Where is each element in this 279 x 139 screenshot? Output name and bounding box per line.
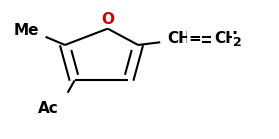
Text: CH: CH [214, 31, 238, 46]
Text: =: = [188, 31, 201, 46]
Text: Me: Me [13, 23, 39, 38]
Text: Ac: Ac [38, 101, 59, 116]
Text: 2: 2 [234, 36, 242, 49]
Text: O: O [101, 12, 114, 27]
Text: CH: CH [167, 31, 191, 46]
